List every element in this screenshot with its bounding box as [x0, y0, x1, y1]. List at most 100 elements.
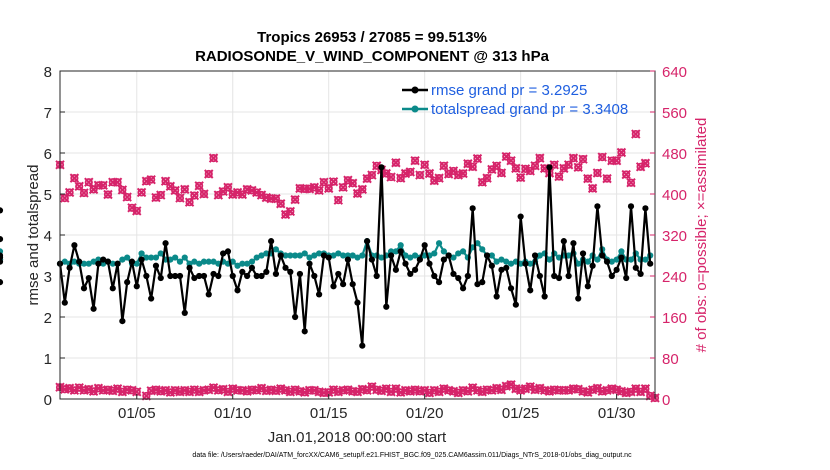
obs-assimilated-point-ring [583, 174, 592, 183]
rmse-point [176, 272, 184, 280]
obs-possible-point-stroke-b [204, 385, 214, 395]
obs-assimilated-point [84, 177, 94, 187]
series-layer [0, 129, 660, 403]
obs-possible-point-ring [641, 384, 650, 393]
obs-assimilated-point-stroke-b [415, 170, 425, 180]
obs-assimilated-point-stroke-b [367, 170, 377, 180]
obs-possible-point [640, 384, 651, 394]
obs-possible-point-stroke-b [117, 387, 128, 397]
obs-assimilated-point-stroke-b [578, 154, 588, 164]
obs-possible-point-stroke-b [535, 383, 545, 393]
obs-assimilated-point [482, 173, 492, 183]
obs-assimilated-point-ring [410, 156, 420, 165]
rmse-point [378, 164, 385, 171]
rmse-point [464, 272, 471, 280]
y-tick-label-right: 80 [662, 351, 679, 368]
obs-assimilated-point [419, 160, 430, 170]
rmse-point [623, 274, 630, 282]
rmse-point [114, 260, 121, 267]
totalspread-point [450, 254, 457, 261]
rmse-point [191, 274, 198, 282]
obs-assimilated-point-ring [175, 194, 185, 203]
obs-assimilated-point-stroke-b [616, 147, 627, 158]
obs-assimilated-point [184, 197, 195, 207]
obs-assimilated-point-ring [209, 154, 218, 163]
obs-possible-point-stroke-b [583, 387, 593, 398]
y-tick-label-left: 5 [44, 187, 52, 204]
obs-assimilated-point [458, 168, 468, 179]
obs-assimilated-point-stroke-b [136, 187, 147, 198]
totalspread-point [287, 252, 294, 259]
obs-assimilated-point-ring [353, 189, 362, 198]
rmse-point [340, 281, 347, 288]
rmse-point [474, 281, 481, 288]
obs-assimilated-point-ring [617, 148, 626, 157]
obs-possible-point [204, 385, 214, 395]
totalspread-point [479, 246, 486, 253]
obs-assimilated-point-stroke-b [324, 183, 334, 194]
obs-possible-point-stroke-b [88, 386, 99, 397]
totalspread-point [306, 254, 313, 261]
obs-assimilated-point-ring [593, 168, 602, 178]
obs-assimilated-point [333, 195, 344, 205]
obs-assimilated-point-stroke-b [439, 161, 449, 171]
totalspread-point [71, 258, 78, 265]
obs-assimilated-point-ring [420, 160, 429, 169]
obs-assimilated-point-ring [219, 187, 228, 196]
obs-assimilated-point-stroke-b [165, 181, 176, 192]
obs-assimilated-point-stroke-b [194, 181, 204, 191]
totalspread-point [488, 252, 495, 259]
rmse-point [445, 252, 452, 259]
rmse-point [632, 264, 639, 271]
obs-assimilated-point-stroke-b [631, 129, 641, 139]
rmse-point [148, 295, 155, 302]
rmse-point [392, 266, 399, 273]
obs-assimilated-point-stroke-b [573, 162, 583, 173]
obs-assimilated-point-stroke-b [568, 153, 579, 163]
obs-possible-point-stroke-b [266, 385, 276, 395]
rmse-point [311, 272, 318, 280]
obs-assimilated-point-stroke-b [501, 151, 511, 162]
obs-assimilated-point-stroke-b [410, 155, 420, 166]
rmse-point [277, 252, 284, 259]
totalspread-point [234, 262, 241, 269]
obs-assimilated-point [218, 186, 228, 197]
obs-assimilated-point-ring [569, 154, 578, 163]
totalspread-point [301, 250, 308, 257]
rmse-point [363, 238, 371, 245]
obs-assimilated-point-stroke-b [472, 153, 483, 164]
rmse-point [647, 260, 654, 267]
obs-assimilated-point-stroke-b [199, 189, 209, 199]
obs-assimilated-point [112, 177, 123, 187]
rmse-point [407, 270, 414, 278]
y-tick-label-right: 480 [662, 146, 687, 163]
obs-assimilated-point-ring [439, 161, 448, 170]
obs-assimilated-point [103, 189, 113, 200]
totalspread-point [133, 260, 140, 267]
obs-assimilated-point-ring [300, 184, 309, 193]
obs-possible-point-stroke-b [132, 387, 142, 397]
rmse-point [316, 291, 323, 298]
y-tick-label-right: 240 [662, 269, 687, 286]
obs-possible-point-stroke-b [472, 385, 483, 395]
obs-assimilated-point [290, 194, 300, 205]
obs-assimilated-point-stroke-b [112, 177, 123, 187]
obs-possible-point-stroke-b [160, 385, 171, 395]
totalspread-point [627, 256, 635, 263]
obs-possible-point-stroke-b [477, 387, 487, 397]
obs-assimilated-point-stroke-b [520, 164, 531, 174]
totalspread-point [210, 258, 217, 265]
totalspread-point [61, 258, 68, 265]
obs-assimilated-point-ring [195, 181, 204, 190]
obs-assimilated-point-stroke-b [506, 155, 516, 166]
obs-possible-point-stroke-b [252, 385, 262, 395]
rmse-point [359, 342, 366, 349]
obs-possible-point-stroke-b [93, 383, 104, 393]
obs-assimilated-point-ring [334, 196, 343, 205]
obs-assimilated-point [611, 155, 622, 166]
obs-assimilated-point-ring [358, 185, 367, 194]
obs-assimilated-point-ring [166, 182, 175, 191]
obs-possible-point-stroke-b [170, 385, 180, 395]
obs-assimilated-point-ring [204, 169, 213, 179]
